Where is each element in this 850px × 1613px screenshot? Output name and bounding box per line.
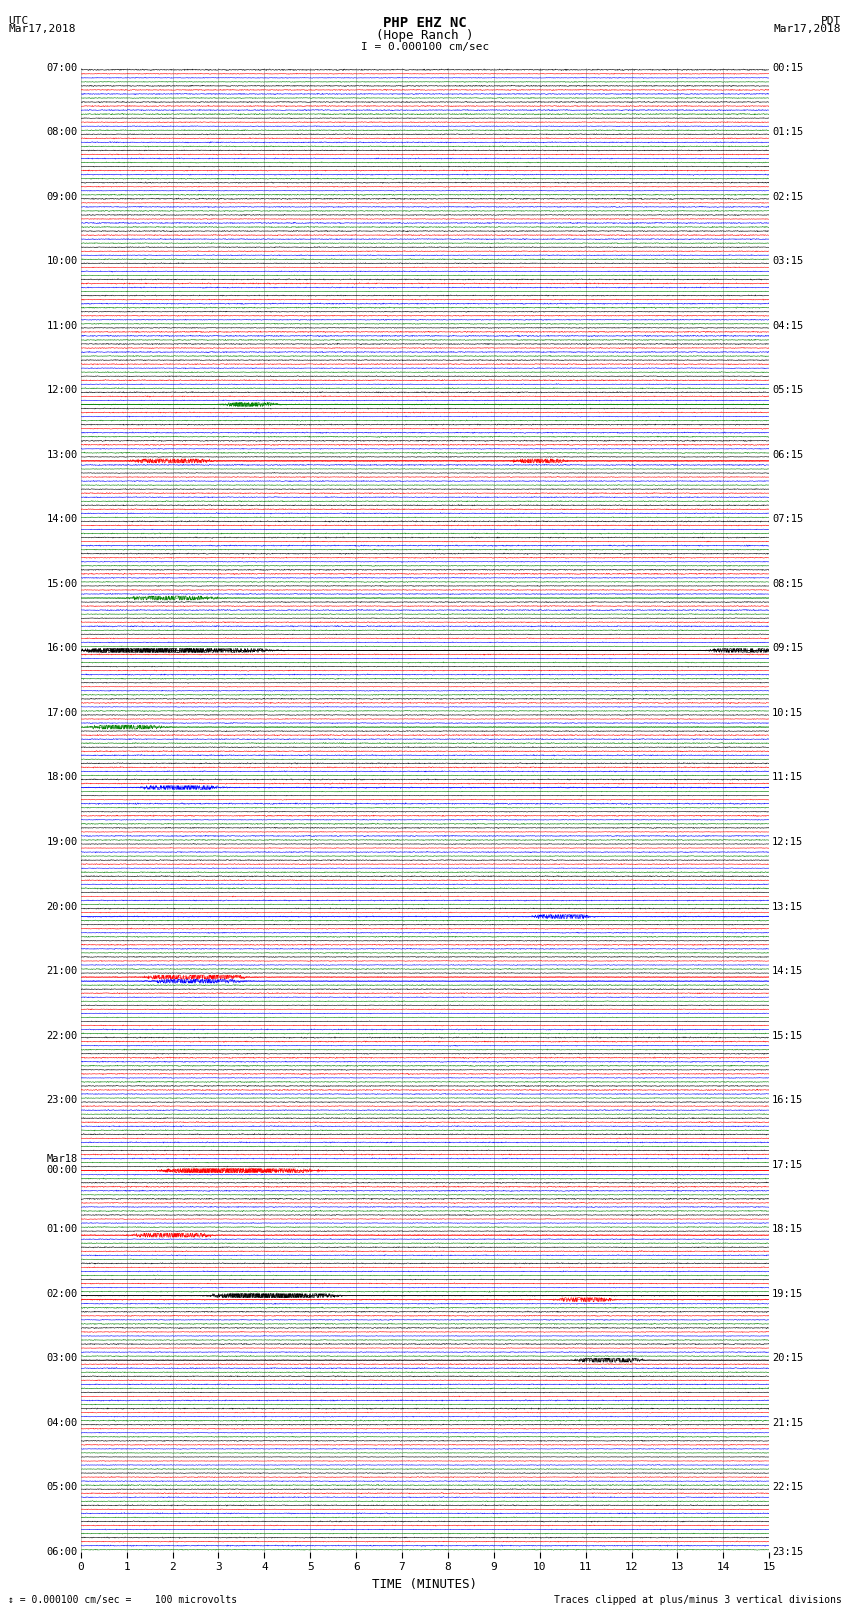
X-axis label: TIME (MINUTES): TIME (MINUTES) (372, 1578, 478, 1590)
Text: PHP EHZ NC: PHP EHZ NC (383, 16, 467, 31)
Text: (Hope Ranch ): (Hope Ranch ) (377, 29, 473, 42)
Text: UTC: UTC (8, 16, 29, 26)
Text: Traces clipped at plus/minus 3 vertical divisions: Traces clipped at plus/minus 3 vertical … (553, 1595, 842, 1605)
Text: PDT: PDT (821, 16, 842, 26)
Text: Mar17,2018: Mar17,2018 (774, 24, 842, 34)
Text: I = 0.000100 cm/sec: I = 0.000100 cm/sec (361, 42, 489, 52)
Text: ↕ = 0.000100 cm/sec =    100 microvolts: ↕ = 0.000100 cm/sec = 100 microvolts (8, 1595, 238, 1605)
Text: Mar17,2018: Mar17,2018 (8, 24, 76, 34)
